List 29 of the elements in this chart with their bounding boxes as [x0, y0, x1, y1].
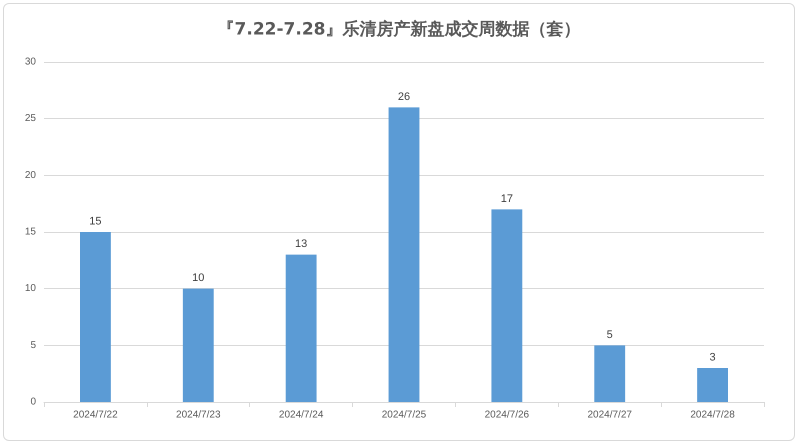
bar [491, 209, 522, 402]
bar [697, 368, 728, 402]
data-label: 10 [192, 272, 204, 284]
data-label: 5 [606, 328, 613, 341]
bar [594, 345, 626, 402]
x-tick-label: 2024/7/24 [278, 410, 324, 420]
x-tick-label: 2024/7/25 [382, 410, 427, 420]
y-tick-label: 25 [24, 113, 36, 124]
y-tick-label: 30 [24, 56, 36, 68]
x-tick-label: 2024/7/26 [484, 410, 530, 420]
bar [286, 254, 317, 402]
data-label: 26 [398, 90, 410, 103]
data-label: 3 [710, 352, 716, 364]
y-tick-label: 15 [24, 226, 36, 238]
x-tick-label: 2024/7/22 [73, 410, 118, 420]
data-label: 17 [500, 192, 513, 205]
y-tick-label: 0 [30, 396, 36, 408]
x-tick-label: 2024/7/27 [587, 410, 632, 420]
data-label: 15 [89, 216, 102, 228]
y-tick-label: 5 [30, 340, 36, 351]
x-tick-label: 2024/7/23 [176, 410, 221, 420]
x-tick-label: 2024/7/28 [690, 410, 736, 420]
bar [388, 107, 420, 402]
bar [182, 288, 214, 402]
y-tick-label: 10 [24, 283, 36, 294]
data-label: 13 [295, 238, 308, 250]
bar [80, 232, 111, 402]
chart-title: 『7.22-7.28』乐清房产新盘成交周数据（套） [218, 20, 580, 40]
y-tick-label: 20 [24, 170, 36, 181]
